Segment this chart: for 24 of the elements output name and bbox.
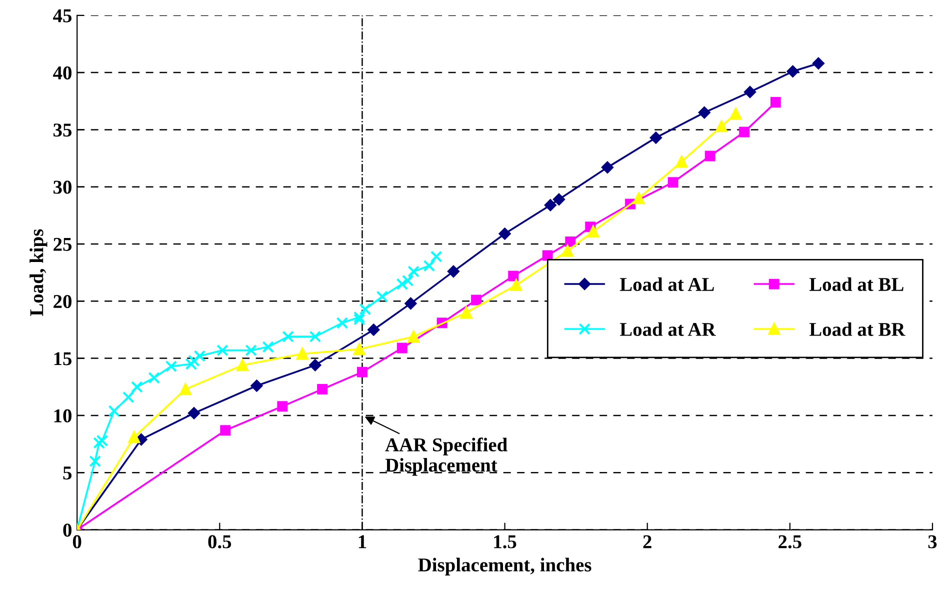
x-tick-label: 1.5	[494, 535, 516, 548]
y-tick-label: 5	[63, 466, 72, 480]
legend-label: Load at BL	[809, 277, 904, 292]
y-tick-label: 40	[53, 66, 72, 80]
annotation: AAR Specified Displacement	[385, 438, 508, 476]
legend-label: Load at BR	[809, 322, 906, 336]
legend-label: Load at AR	[620, 322, 716, 336]
x-tick-label: 2.5	[778, 535, 802, 548]
y-tick-label: 15	[54, 352, 72, 366]
y-tick-label: 35	[54, 124, 72, 137]
y-tick-label: 0	[63, 524, 72, 537]
x-axis-title: Displacement, inches	[418, 558, 592, 576]
y-tick-label: 20	[54, 294, 72, 308]
x-tick-label: 2	[643, 535, 652, 548]
y-tick-label: 10	[54, 409, 72, 422]
x-tick-label: 0	[72, 535, 82, 548]
x-tick-label: 1	[358, 535, 366, 548]
legend-label: Load at AL	[620, 277, 714, 292]
x-tick-label: 3	[928, 535, 937, 548]
y-tick-label: 30	[54, 180, 72, 194]
y-tick-label: 45	[53, 9, 72, 22]
y-axis-title: Load, kips	[30, 229, 48, 316]
x-tick-label: 0.5	[208, 535, 232, 548]
y-tick-label: 25	[54, 238, 72, 251]
